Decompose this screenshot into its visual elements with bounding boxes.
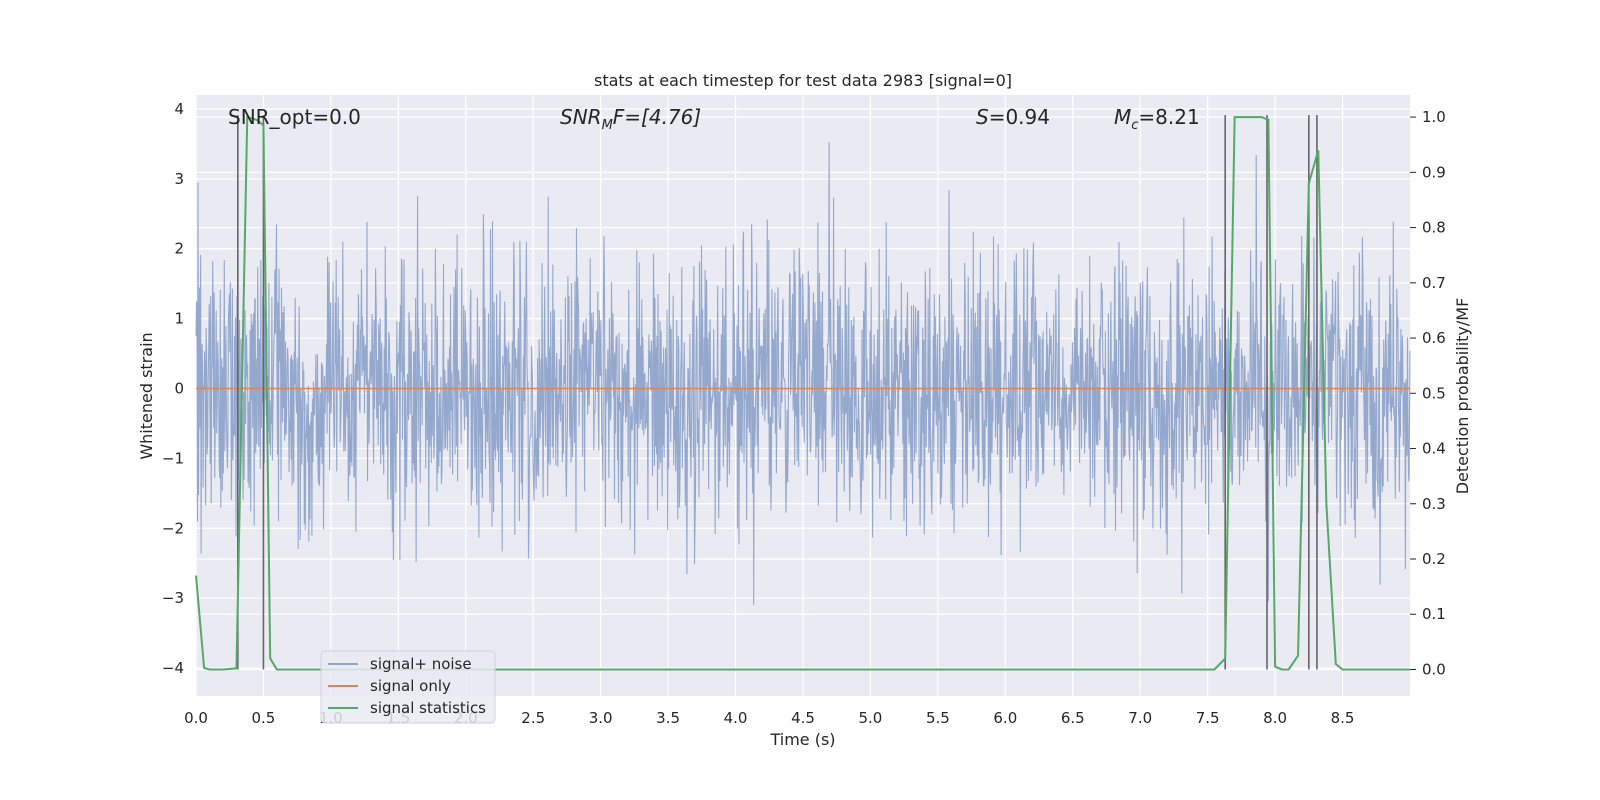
annotation-s: S=0.94: [976, 105, 1050, 129]
annotation-snr-mf: SNRMF=[4.76]: [560, 105, 701, 133]
x-tick-label: 5.5: [926, 709, 950, 727]
x-tick-label: 6.0: [993, 709, 1017, 727]
y-axis-label: Whitened strain: [137, 332, 156, 459]
x-axis-label: Time (s): [769, 730, 835, 749]
x-tick-label: 3.5: [656, 709, 680, 727]
x-tick-label: 5.0: [859, 709, 883, 727]
y2-tick-label: 0.7: [1422, 274, 1446, 292]
x-tick-label: 6.5: [1061, 709, 1085, 727]
x-tick-label: 7.5: [1196, 709, 1220, 727]
legend: signal+ noise signal only signal statist…: [320, 650, 496, 724]
detection-vlines: [237, 115, 1318, 670]
y-tick-label: −1: [162, 449, 184, 467]
x-tick-label: 0.0: [184, 709, 208, 727]
x-tick-label: 2.5: [521, 709, 545, 727]
y2-tick-label: 0.6: [1422, 329, 1446, 347]
y-tick-label: −3: [162, 589, 184, 607]
y2-tick-label: 0.5: [1422, 384, 1446, 402]
noise-line: [195, 142, 1411, 606]
y2-axis-label: Detection probability/MF: [1453, 298, 1472, 495]
x-tick-label: 4.0: [724, 709, 748, 727]
y2-tick-label: 1.0: [1422, 108, 1446, 126]
y-tick-label: 1: [174, 310, 184, 328]
y-tick-label: 4: [174, 100, 184, 118]
signal-statistics-line: [195, 115, 1410, 671]
y2-tick-label: 0.0: [1422, 660, 1446, 678]
x-tick-label: 8.5: [1331, 709, 1355, 727]
x-tick-label: 0.5: [252, 709, 276, 727]
y2-tick-label: 0.8: [1422, 219, 1446, 237]
y2-tick-label: 0.1: [1422, 605, 1446, 623]
y-tick-label: 3: [174, 170, 184, 188]
y-tick-label: 2: [174, 240, 184, 258]
legend-label-noise: signal+ noise: [370, 655, 472, 673]
y2-tick-label: 0.9: [1422, 163, 1446, 181]
y2-tick-label: 0.2: [1422, 550, 1446, 568]
chart-title: stats at each timestep for test data 298…: [594, 71, 1012, 90]
y-tick-label: 0: [174, 380, 184, 398]
x-tick-label: 8.0: [1263, 709, 1287, 727]
y2-tick-label: 0.3: [1422, 495, 1446, 513]
y-tick-label: −4: [162, 659, 184, 677]
legend-label-statistics: signal statistics: [370, 699, 486, 717]
y-axis-right-ticks: 1.0 0.9 0.8 0.7 0.6 0.5 0.4 0.3 0.2 0.1 0.0: [1410, 108, 1446, 678]
y-tick-label: −2: [162, 519, 184, 537]
legend-box: [320, 650, 496, 724]
annotation-snr-opt: SNR_opt=0.0: [228, 105, 361, 129]
annotation-mc: Mc=8.21: [1114, 105, 1200, 133]
plot-area: [195, 95, 1411, 696]
legend-label-signal: signal only: [370, 677, 451, 695]
y-axis-left-ticks: 4 3 2 1 0 −1 −2 −3 −4: [162, 100, 184, 677]
x-tick-label: 7.0: [1128, 709, 1152, 727]
signal-statistics-series: [195, 115, 1410, 671]
x-tick-label: 4.5: [791, 709, 815, 727]
x-tick-label: 3.0: [589, 709, 613, 727]
y2-tick-label: 0.4: [1422, 440, 1446, 458]
signal-noise-series: [195, 142, 1411, 606]
